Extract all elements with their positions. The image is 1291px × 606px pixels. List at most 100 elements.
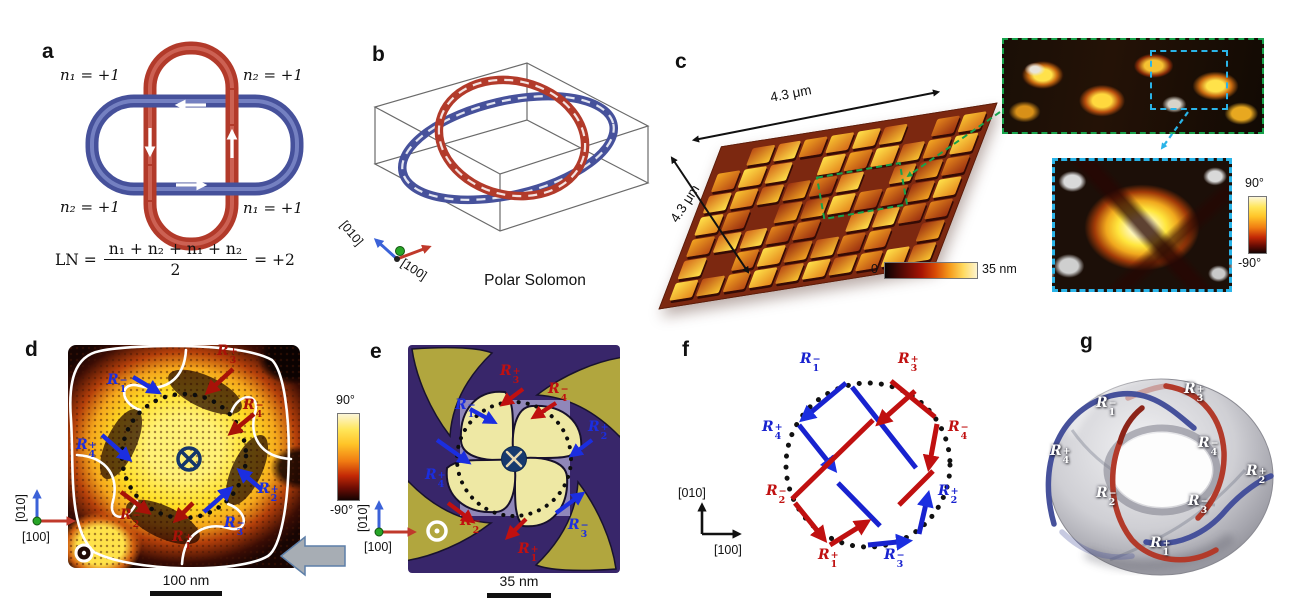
scalebar-e bbox=[487, 593, 551, 598]
into-plane-symbol-d bbox=[176, 446, 202, 472]
dotted-circle-d bbox=[119, 391, 249, 521]
equation-lhs: LN = bbox=[55, 250, 97, 269]
scalebar-label-e: 35 nm bbox=[499, 573, 539, 589]
equation-numerator: n₁ + n₂ + n₁ + n₂ bbox=[103, 240, 248, 260]
axis-indicator-f bbox=[697, 502, 742, 539]
r-label-e-r3p: R +3 bbox=[500, 363, 521, 386]
r-label-e-r4m: R −4 bbox=[548, 381, 569, 404]
r-label-f-r2m: R −2 bbox=[766, 483, 787, 506]
r-label-g-r3m: R −3 bbox=[1188, 493, 1209, 516]
axis-010-label-d: [010] bbox=[14, 494, 28, 522]
r-label-d-r1p: R +1 bbox=[172, 529, 193, 552]
blue-chain-f bbox=[797, 381, 934, 551]
phase-colorbar-d-max: 90° bbox=[336, 393, 355, 407]
panel-d-art bbox=[32, 345, 346, 577]
solomon-link-2d bbox=[85, 41, 304, 251]
height-colorbar bbox=[884, 262, 978, 279]
panel-a-letter: a bbox=[42, 40, 54, 63]
r-label-f-r3m: R −3 bbox=[884, 547, 905, 570]
r-label-d-r4m: R −4 bbox=[243, 397, 264, 420]
crossing-fixes bbox=[143, 88, 239, 202]
r-label-d-r2m: R −2 bbox=[120, 507, 141, 530]
r-label-f-r1p: R +1 bbox=[818, 547, 839, 570]
panel-b-letter: b bbox=[372, 43, 385, 66]
dipole-arrows-d bbox=[100, 367, 263, 524]
height-colorbar-max: 35 nm bbox=[982, 262, 1017, 276]
polarization-arrows-a bbox=[144, 99, 238, 191]
dimension-arrow-top bbox=[691, 89, 941, 143]
panel-e-letter: e bbox=[370, 340, 382, 363]
r-label-g-r3p: R +3 bbox=[1184, 381, 1205, 404]
axis-100-label-e: [100] bbox=[364, 540, 392, 554]
axis-010-label-e: [010] bbox=[356, 504, 370, 532]
into-plane-symbol-e bbox=[501, 446, 527, 472]
winding-label-top-left: n₁ = +1 bbox=[60, 66, 120, 84]
height-colorbar-min: 0 bbox=[871, 262, 878, 276]
tip-scan-arrow bbox=[279, 535, 346, 577]
r-label-d-r1m: R −1 bbox=[107, 372, 128, 395]
r-label-e-r4p: R +4 bbox=[425, 467, 446, 490]
r-label-f-r2p: R +2 bbox=[938, 483, 959, 506]
r-label-g-r2p: R +2 bbox=[1246, 463, 1267, 486]
out-of-plane-symbol-d bbox=[74, 543, 94, 563]
axis-indicator-d bbox=[32, 489, 76, 526]
panel-d-letter: d bbox=[25, 338, 38, 361]
r-label-f-r1m: R −1 bbox=[800, 351, 821, 374]
equation-fraction: n₁ + n₂ + n₁ + n₂ 2 bbox=[103, 240, 248, 279]
r-label-d-r3m: R −3 bbox=[224, 515, 245, 538]
panel-f-letter: f bbox=[682, 338, 689, 361]
r-label-e-r1p: R +1 bbox=[518, 541, 539, 564]
solomon-link-3d bbox=[373, 62, 650, 262]
r-label-d-r3p: R +3 bbox=[217, 343, 238, 366]
phase-colorbar-c-max: 90° bbox=[1245, 176, 1264, 190]
bounding-box bbox=[373, 62, 650, 232]
r-label-e-r2p: R +2 bbox=[588, 419, 609, 442]
r-label-e-r2m: R −2 bbox=[460, 513, 481, 536]
axis-010-label-f: [010] bbox=[678, 486, 706, 500]
r-label-f-r4m: R −4 bbox=[948, 419, 969, 442]
panel-e-annotations bbox=[374, 387, 594, 542]
r-label-f-r3p: R +3 bbox=[898, 351, 919, 374]
zoom-connector-cyan bbox=[1160, 111, 1189, 150]
dipole-arrows-e bbox=[435, 387, 594, 541]
r-label-g-r1p: R +1 bbox=[1150, 535, 1171, 558]
torus-strands bbox=[1045, 383, 1274, 563]
equation-result: = +2 bbox=[254, 250, 295, 269]
pinwheel-lobes bbox=[445, 390, 583, 528]
dotted-circle-f bbox=[783, 380, 953, 550]
equation-denominator: 2 bbox=[170, 261, 181, 279]
r-label-g-r4m: R −4 bbox=[1198, 435, 1219, 458]
dipole-schematic-f bbox=[697, 379, 953, 551]
axis-100-label-d: [100] bbox=[22, 530, 50, 544]
phase-colorbar-d-min: -90° bbox=[330, 503, 354, 517]
out-of-plane-symbol-e bbox=[426, 520, 448, 542]
olive-blades bbox=[408, 346, 620, 572]
r-label-e-r1m: R −1 bbox=[455, 397, 476, 420]
axis-100-label-f: [100] bbox=[714, 543, 742, 557]
winding-label-bottom-right: n₁ = +1 bbox=[243, 199, 303, 217]
r-label-g-r2m: R −2 bbox=[1096, 485, 1117, 508]
phase-colorbar-d bbox=[337, 413, 360, 501]
axis-indicator-e bbox=[374, 500, 417, 537]
scalebar-label-d: 100 nm bbox=[162, 572, 210, 588]
torus-solomon bbox=[1045, 366, 1274, 576]
linking-number-equation: LN = n₁ + n₂ + n₁ + n₂ 2 = +2 bbox=[55, 240, 295, 279]
panel-g-letter: g bbox=[1080, 330, 1093, 353]
panel-c-annotations bbox=[670, 89, 1189, 274]
r-label-d-r4p: R +4 bbox=[76, 437, 97, 460]
r-label-g-r1m: R −1 bbox=[1096, 395, 1117, 418]
pfm-single-island-inset bbox=[1052, 158, 1232, 292]
scalebar-d bbox=[150, 591, 222, 596]
panel-c-letter: c bbox=[675, 50, 687, 73]
axis-triad-b bbox=[373, 238, 432, 262]
phase-colorbar-c-min: -90° bbox=[1238, 256, 1262, 270]
r-label-g-r4p: R +4 bbox=[1050, 443, 1071, 466]
red-chain-f bbox=[790, 379, 940, 548]
winding-label-top-right: n₂ = +1 bbox=[243, 66, 303, 84]
domain-wall-contour bbox=[69, 345, 293, 568]
phase-colorbar-c bbox=[1248, 196, 1267, 254]
zoom-connector-green bbox=[906, 111, 1001, 178]
r-label-e-r3m: R −3 bbox=[568, 517, 589, 540]
r-label-d-r2p: R +2 bbox=[258, 481, 279, 504]
